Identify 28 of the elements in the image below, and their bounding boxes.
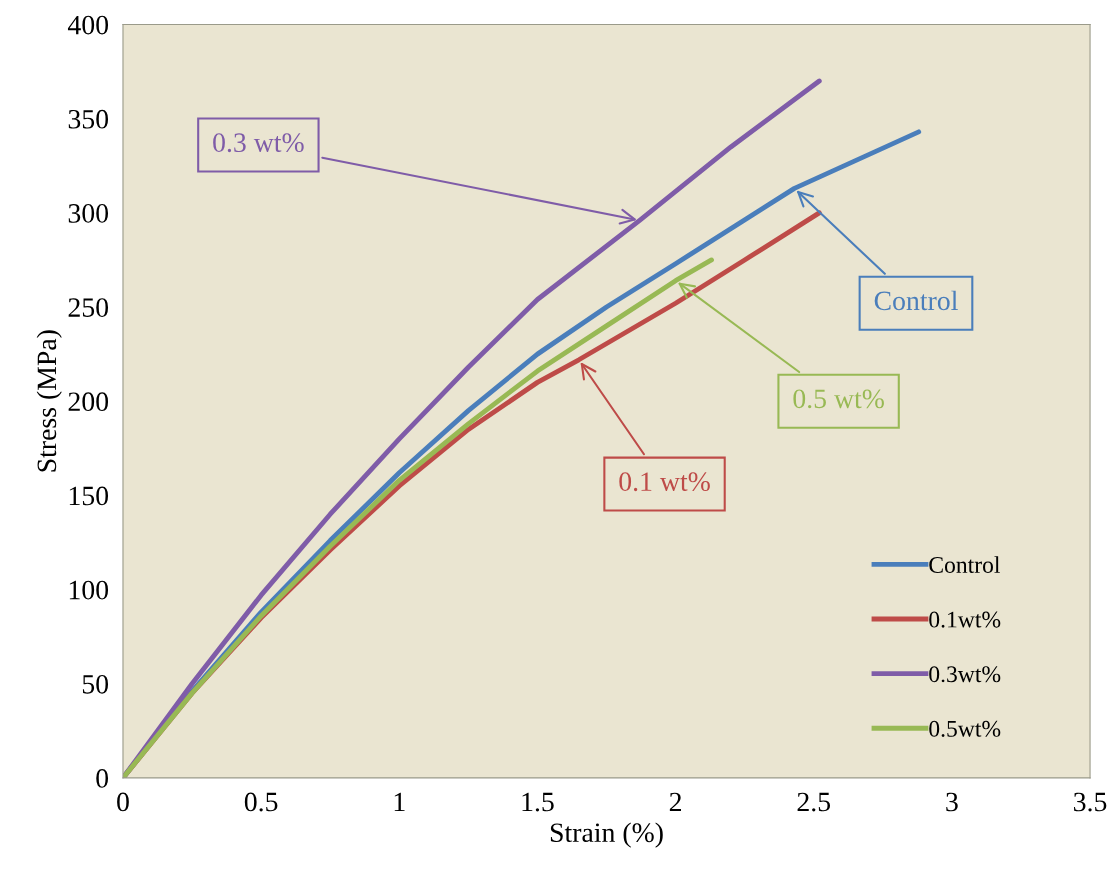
annotation: 0.3 wt%: [213, 133, 304, 153]
annotation: 0.5 wt%: [793, 389, 884, 409]
legend-label: 0.3wt%: [929, 666, 1001, 683]
y-tick-label: 150: [69, 486, 109, 506]
y-tick-label: 100: [69, 580, 109, 600]
y-tick-label: 350: [68, 109, 109, 129]
annotation: Control: [874, 290, 958, 311]
y-tick-label: 400: [67, 15, 109, 35]
x-tick-label: 0.5: [244, 792, 278, 812]
y-axis-title: Stress (MPa): [36, 330, 62, 472]
x-tick-label: 2.5: [797, 792, 831, 812]
annotation: 0.1 wt%: [619, 472, 710, 492]
x-tick-label: 3.5: [1074, 792, 1107, 812]
x-tick-label: 3: [946, 792, 958, 812]
x-axis-title: Strain (%): [550, 822, 663, 848]
y-tick-label: 50: [82, 674, 109, 694]
legend-label: 0.5wt%: [929, 720, 1001, 737]
legend-label: Control: [929, 556, 1000, 573]
legend-label: 0.1wt%: [929, 611, 1001, 628]
x-tick-label: 0: [117, 792, 129, 812]
y-tick-label: 200: [68, 392, 109, 412]
x-tick-label: 1: [394, 792, 405, 812]
y-tick-label: 0: [96, 769, 109, 788]
y-tick-label: 250: [68, 298, 109, 317]
x-tick-label: 1.5: [522, 792, 554, 812]
x-tick-label: 2: [669, 792, 681, 812]
line-series: [122, 257, 714, 778]
y-tick-label: 300: [68, 204, 109, 223]
